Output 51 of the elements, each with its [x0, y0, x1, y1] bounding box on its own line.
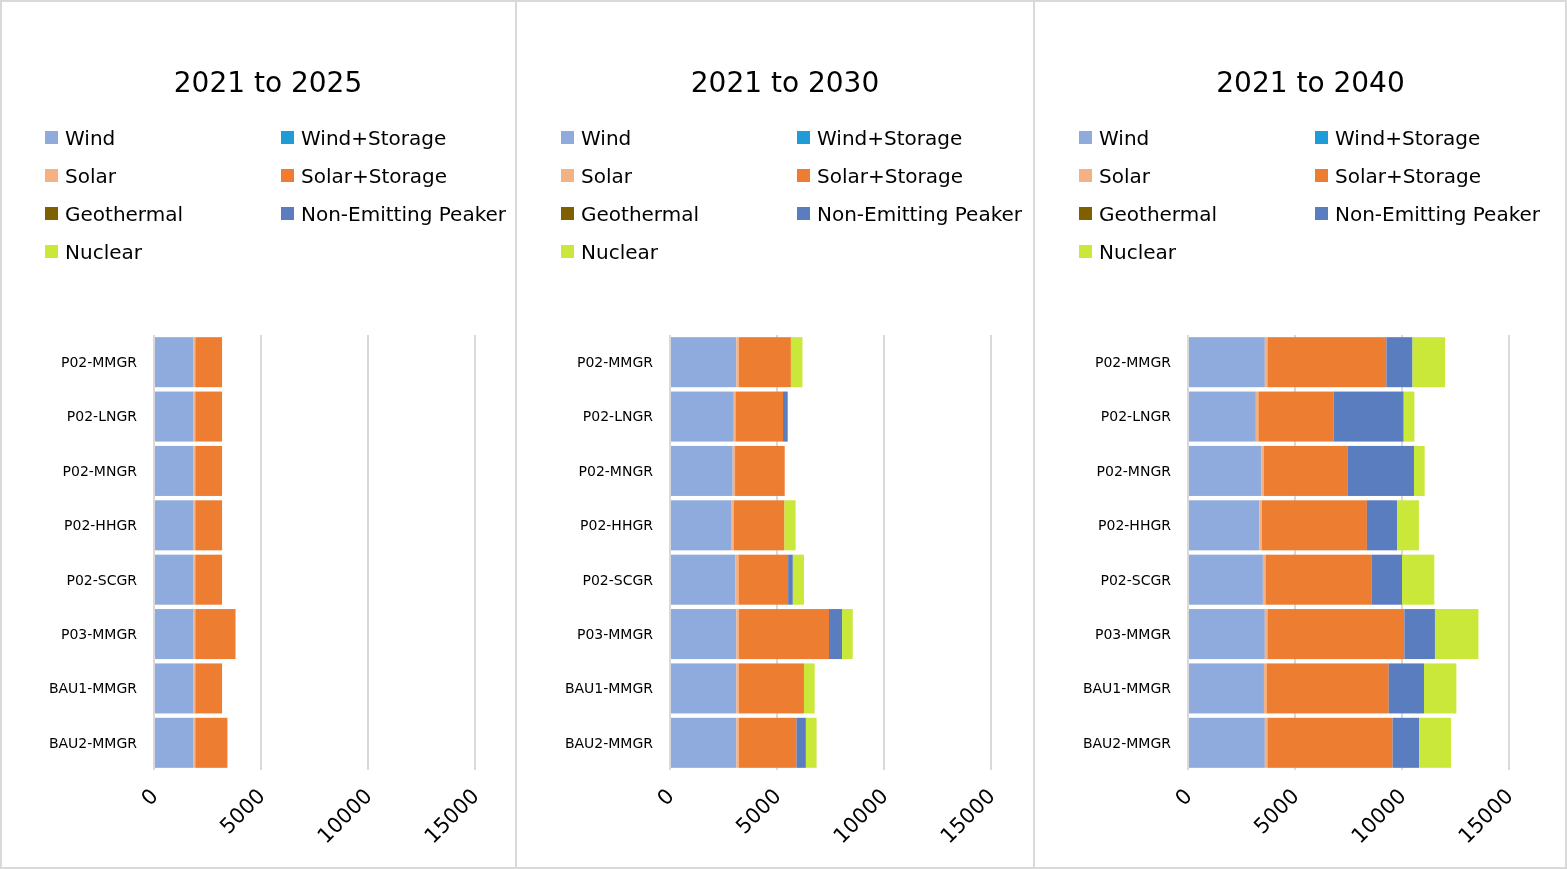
y-tick-label: P02-LNGR — [66, 408, 138, 425]
legend-label: Nuclear — [581, 240, 659, 264]
legend-label: Solar — [65, 164, 117, 188]
chart-title: 2021 to 2040 — [1216, 65, 1405, 99]
x-tick-label: 0 — [1170, 783, 1197, 811]
legend-label: Nuclear — [65, 240, 143, 264]
y-tick-label: P02-HHGR — [64, 517, 138, 534]
y-tick-label: BAU1-MMGR — [564, 680, 654, 697]
chart-title: 2021 to 2030 — [690, 65, 880, 99]
legend-label: Non-Emitting Peaker — [1335, 202, 1541, 226]
chart-title: 2021 to 2025 — [173, 65, 363, 99]
legend-label: Solar+Storage — [301, 164, 447, 188]
legend-label: Geothermal — [581, 202, 700, 226]
legend-label: Wind+Storage — [301, 126, 447, 150]
y-tick-label: P03-MMGR — [576, 625, 654, 642]
y-tick-label: P02-MMGR — [60, 354, 138, 371]
legend-label: Wind+Storage — [1335, 126, 1481, 150]
y-tick-label: P02-SCGR — [1100, 571, 1172, 588]
legend-label: Geothermal — [1099, 202, 1218, 226]
legend-label: Solar — [581, 164, 633, 188]
y-tick-label: P03-MMGR — [1094, 625, 1172, 642]
legend-label: Wind+Storage — [817, 126, 963, 150]
y-tick-label: P02-MNGR — [578, 462, 654, 479]
y-tick-label: P02-MNGR — [62, 462, 138, 479]
y-tick-label: BAU1-MMGR — [1082, 680, 1172, 697]
y-tick-label: P02-HHGR — [1098, 517, 1172, 534]
y-tick-label: P02-MMGR — [1094, 354, 1172, 371]
x-tick-label: 0 — [652, 783, 679, 811]
y-tick-label: P02-SCGR — [66, 571, 138, 588]
y-tick-label: P02-MNGR — [1096, 462, 1172, 479]
y-tick-label: P02-LNGR — [1100, 408, 1172, 425]
y-tick-label: P03-MMGR — [60, 625, 138, 642]
legend-label: Wind — [1099, 126, 1150, 150]
legend-label: Nuclear — [1099, 240, 1177, 264]
legend-label: Solar+Storage — [1335, 164, 1481, 188]
legend-label: Geothermal — [65, 202, 184, 226]
y-tick-label: P02-MMGR — [576, 354, 654, 371]
y-tick-label: P02-SCGR — [582, 571, 654, 588]
legend-label: Non-Emitting Peaker — [817, 202, 1023, 226]
legend-label: Solar+Storage — [817, 164, 963, 188]
y-tick-label: BAU2-MMGR — [564, 734, 654, 751]
y-tick-label: P02-LNGR — [582, 408, 654, 425]
y-tick-label: BAU2-MMGR — [1082, 734, 1172, 751]
legend-label: Non-Emitting Peaker — [301, 202, 507, 226]
legend-label: Wind — [581, 126, 632, 150]
y-tick-label: BAU1-MMGR — [48, 680, 138, 697]
legend-label: Solar — [1099, 164, 1151, 188]
y-tick-label: P02-HHGR — [580, 517, 654, 534]
y-tick-label: BAU2-MMGR — [48, 734, 138, 751]
legend-label: Wind — [65, 126, 116, 150]
x-tick-label: 0 — [136, 783, 163, 811]
